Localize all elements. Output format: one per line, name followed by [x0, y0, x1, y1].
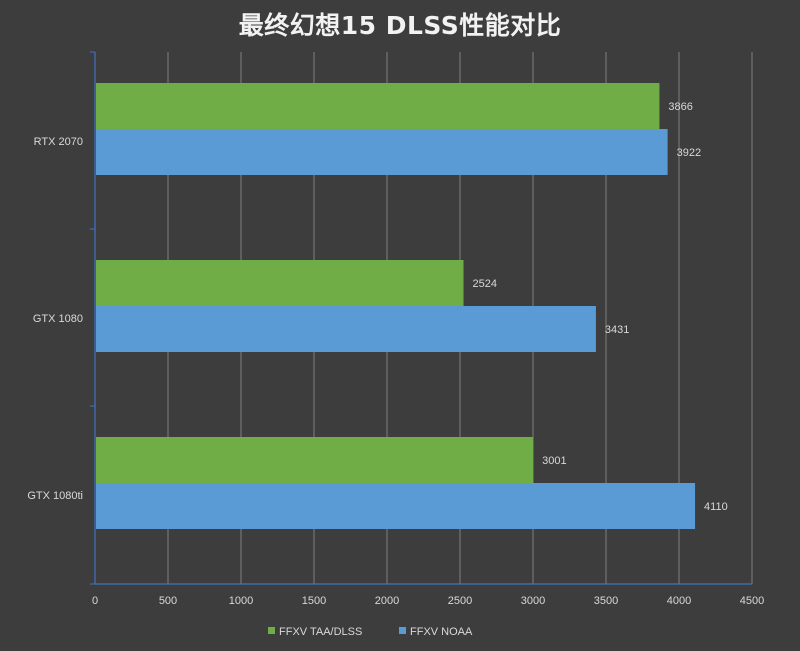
x-tick-label: 500 [159, 595, 177, 607]
data-label: 4110 [704, 501, 728, 513]
axes [90, 51, 752, 585]
data-label: 3001 [542, 455, 566, 467]
data-label: 3922 [677, 147, 701, 159]
legend-label: FFXV NOAA [410, 626, 473, 638]
x-tick-label: 3000 [521, 595, 545, 607]
x-tick-label: 2000 [375, 595, 399, 607]
x-tick-label: 1500 [302, 595, 326, 607]
bars [96, 83, 696, 529]
bar-noaa-gtx-1080 [96, 306, 596, 352]
x-tick-label: 2500 [448, 595, 472, 607]
labels: 3866 3922 RTX 2070 2524 3431 GTX 1080 3001 4110… [27, 101, 764, 607]
category-label: RTX 2070 [34, 136, 83, 148]
data-label: 2524 [473, 278, 497, 290]
legend-swatch [268, 627, 275, 634]
bar-taa-dlss-gtx-1080ti [96, 437, 534, 483]
category-label: GTX 1080ti [27, 490, 83, 502]
bar-noaa-rtx-2070 [96, 129, 668, 175]
legend-swatch [399, 627, 406, 634]
legend-label: FFXV TAA/DLSS [279, 626, 362, 638]
x-tick-label: 4500 [740, 595, 764, 607]
x-tick-label: 1000 [229, 595, 253, 607]
x-tick-label: 3500 [594, 595, 618, 607]
data-label: 3866 [668, 101, 692, 113]
data-label: 3431 [605, 324, 629, 336]
bar-taa-dlss-rtx-2070 [96, 83, 660, 129]
legend: FFXV TAA/DLSS FFXV NOAA [268, 626, 473, 638]
category-label: GTX 1080 [33, 313, 83, 325]
bar-taa-dlss-gtx-1080 [96, 260, 464, 306]
chart-title: 最终幻想15 DLSS性能对比 [238, 11, 562, 40]
x-tick-label: 4000 [667, 595, 691, 607]
bar-noaa-gtx-1080ti [96, 483, 696, 529]
x-tick-label: 0 [92, 595, 98, 607]
